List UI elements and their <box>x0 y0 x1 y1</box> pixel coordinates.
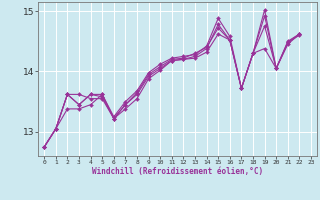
X-axis label: Windchill (Refroidissement éolien,°C): Windchill (Refroidissement éolien,°C) <box>92 167 263 176</box>
